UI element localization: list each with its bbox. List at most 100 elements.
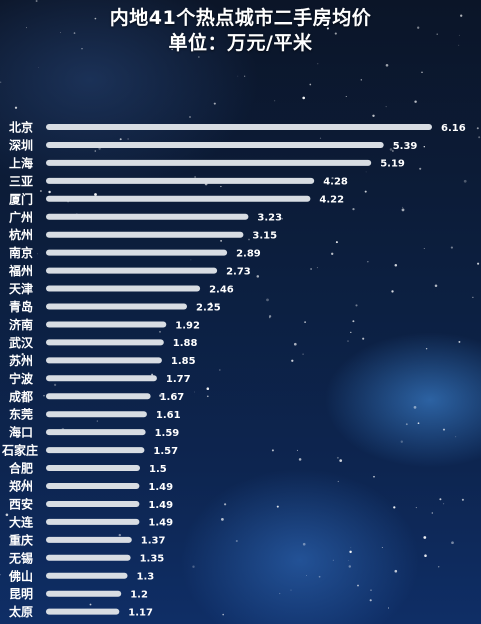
category-label: 深圳 <box>9 137 33 152</box>
star <box>43 395 45 397</box>
star <box>48 190 51 194</box>
category-label: 合肥 <box>9 461 33 476</box>
category-label: 苏州 <box>9 353 33 368</box>
star <box>431 512 433 514</box>
category-label: 广州 <box>9 209 33 224</box>
category-label: 石家庄 <box>1 443 38 458</box>
star <box>127 138 129 140</box>
star <box>293 342 297 346</box>
star <box>274 100 276 102</box>
star <box>276 505 279 508</box>
category-label: 北京 <box>9 120 33 135</box>
star <box>0 573 1 576</box>
star <box>392 150 394 152</box>
star <box>450 246 453 249</box>
category-label: 佛山 <box>8 568 33 583</box>
bar <box>46 411 147 418</box>
bar <box>46 375 157 382</box>
value-label: 5.19 <box>380 159 405 170</box>
bar <box>46 357 162 364</box>
star <box>357 584 359 587</box>
bar <box>46 285 201 292</box>
star <box>458 340 461 343</box>
star <box>19 144 22 146</box>
value-label: 1.5 <box>149 464 167 475</box>
star <box>423 536 427 539</box>
star <box>331 177 334 180</box>
star <box>300 8 303 12</box>
bar <box>46 608 120 615</box>
bar <box>46 195 311 202</box>
star <box>194 391 195 393</box>
value-label: 1.49 <box>148 482 173 493</box>
star <box>360 15 362 17</box>
star <box>5 513 9 517</box>
star <box>302 96 306 100</box>
category-label: 厦门 <box>9 191 33 206</box>
star <box>373 475 375 478</box>
star <box>337 480 339 483</box>
star <box>381 547 383 549</box>
bar <box>46 465 140 472</box>
star <box>24 479 27 482</box>
value-label: 1.92 <box>175 320 200 331</box>
category-label: 宁波 <box>9 371 34 386</box>
star <box>393 506 396 509</box>
category-label: 杭州 <box>9 227 33 242</box>
star <box>369 599 372 602</box>
star <box>424 554 427 557</box>
star <box>206 395 209 398</box>
star <box>339 459 343 462</box>
bar <box>46 590 122 597</box>
star <box>423 145 426 148</box>
star <box>39 190 42 192</box>
star <box>21 353 24 356</box>
star <box>159 394 162 397</box>
value-label: 1.61 <box>156 410 181 421</box>
star <box>26 27 27 29</box>
star <box>347 560 349 561</box>
category-label: 青岛 <box>9 299 33 314</box>
category-label: 郑州 <box>9 479 33 494</box>
star <box>364 190 367 193</box>
star <box>73 32 76 34</box>
star <box>385 106 387 108</box>
value-label: 1.49 <box>148 500 173 511</box>
star <box>190 259 192 261</box>
bar <box>46 249 228 256</box>
bar <box>46 429 146 436</box>
star <box>405 423 408 426</box>
star <box>213 102 216 105</box>
star <box>413 406 417 409</box>
star <box>437 566 440 568</box>
bar <box>46 554 131 561</box>
bar <box>46 124 432 130</box>
chart-subtitle: 单位：万元/平米 <box>168 32 313 54</box>
star <box>194 176 196 178</box>
star <box>209 302 213 306</box>
bar <box>46 231 244 238</box>
value-label: 5.39 <box>393 141 418 152</box>
value-label: 1.2 <box>130 590 148 601</box>
bar <box>46 267 218 274</box>
star <box>421 71 423 73</box>
value-label: 2.73 <box>226 266 251 277</box>
value-label: 1.3 <box>137 572 155 583</box>
category-label: 西安 <box>9 496 33 511</box>
star <box>237 75 239 77</box>
star <box>219 369 221 371</box>
star <box>222 613 224 616</box>
star <box>389 148 393 151</box>
value-label: 6.16 <box>441 123 466 134</box>
star <box>350 547 352 549</box>
star <box>248 238 250 241</box>
star <box>318 575 321 578</box>
star <box>266 298 269 302</box>
star <box>360 79 362 81</box>
star <box>417 422 420 425</box>
category-label: 武汉 <box>9 335 34 350</box>
category-label: 重庆 <box>9 532 33 547</box>
chart-title-block: 内地41个热点城市二手房均价 单位：万元/平米 <box>0 6 481 56</box>
star <box>458 34 460 36</box>
